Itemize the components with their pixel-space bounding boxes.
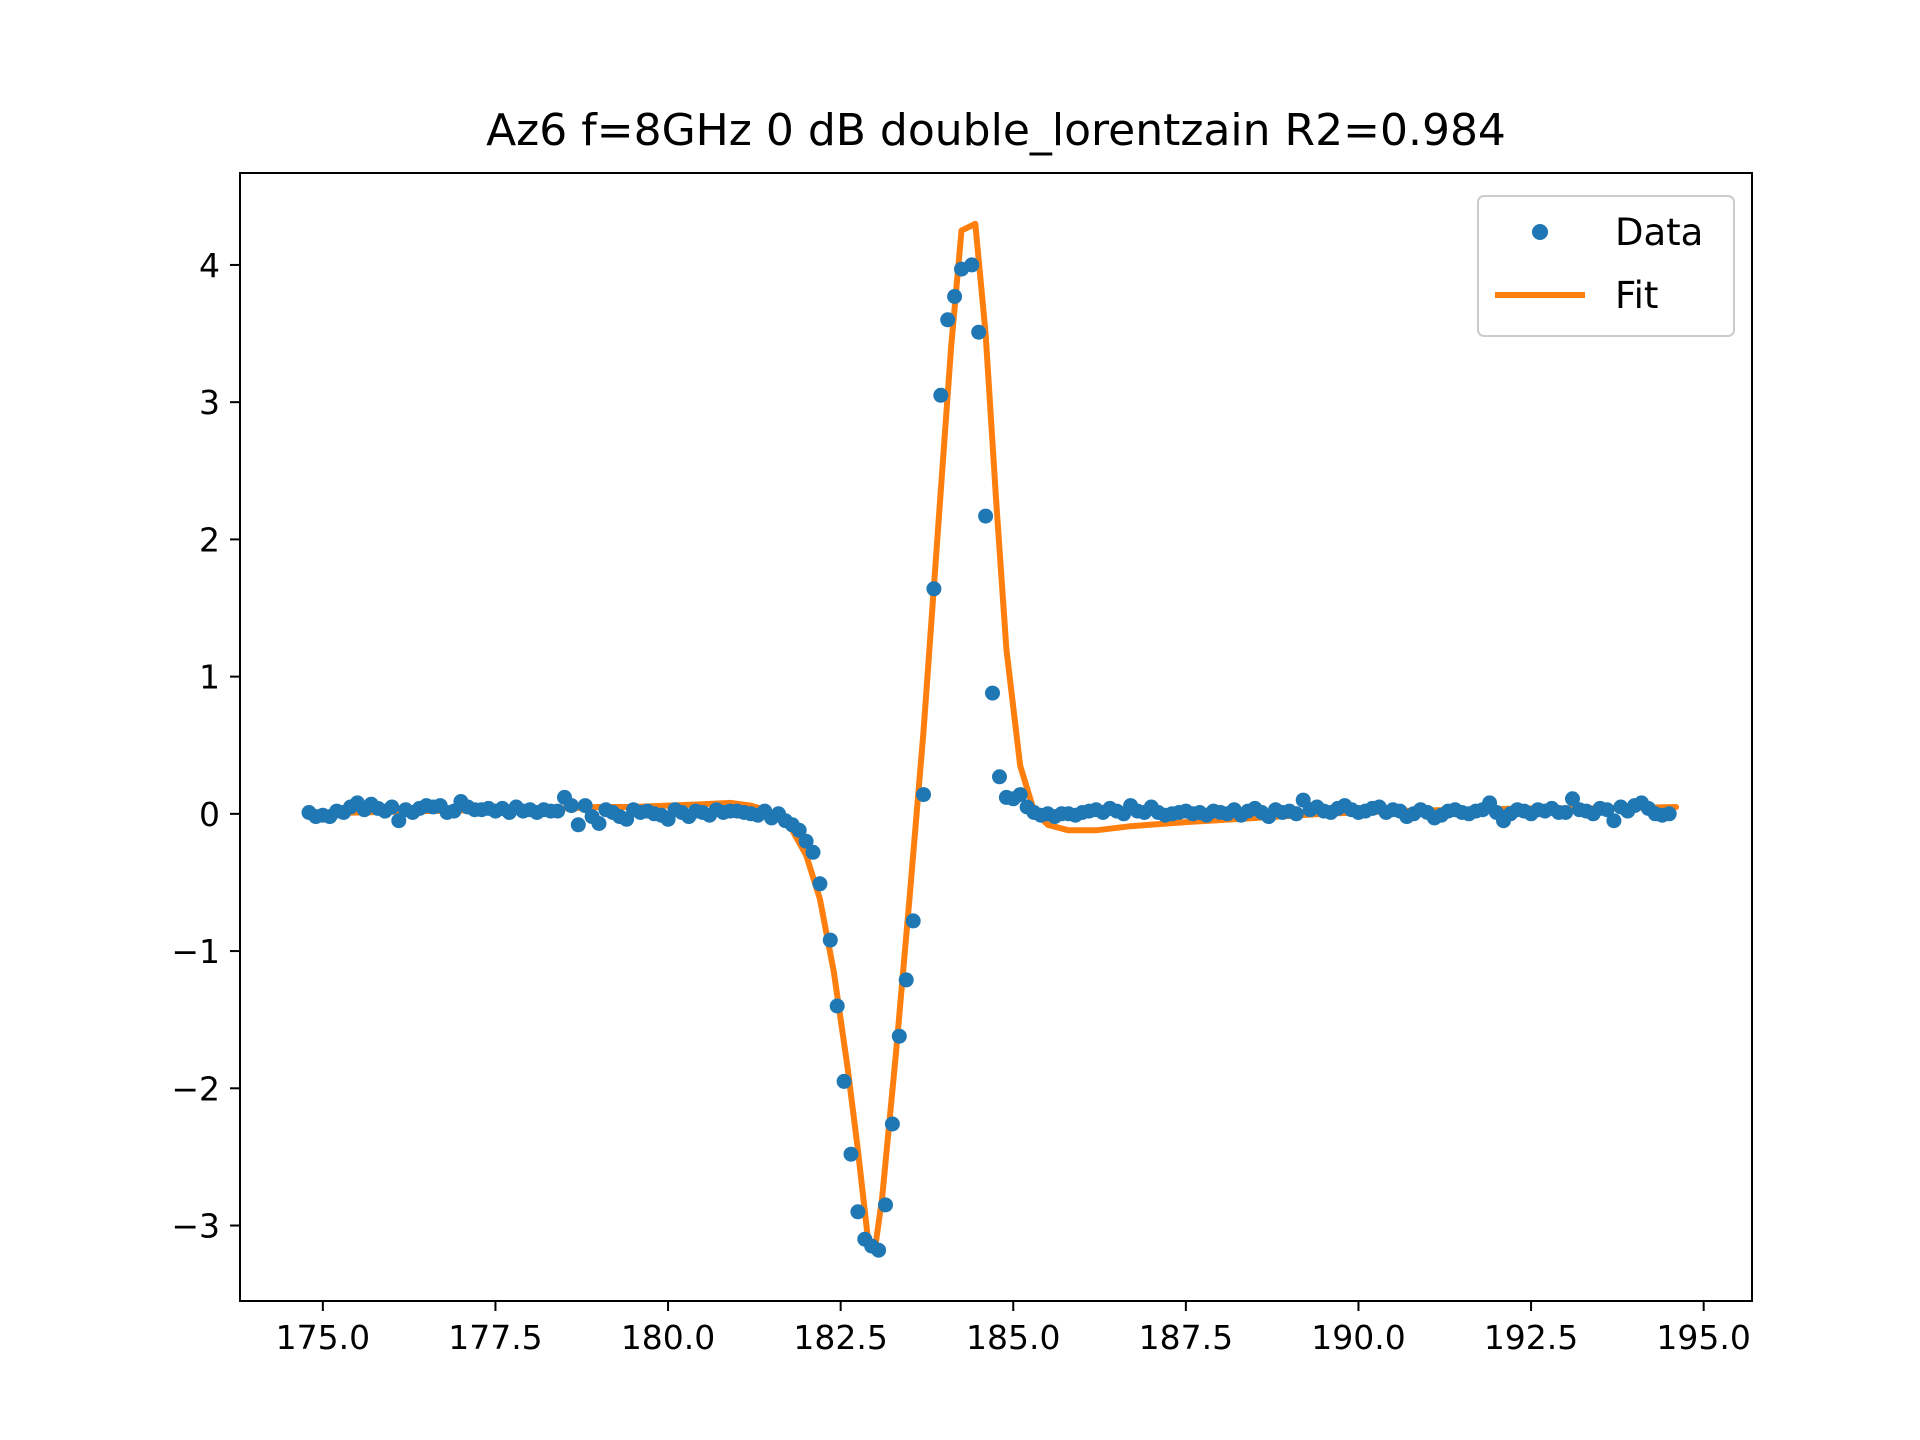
data-point [916,787,931,803]
data-point [905,913,921,929]
data-point [964,257,980,273]
data-point [812,876,828,892]
data-point [563,798,579,814]
data-point [891,1028,907,1044]
data-point [391,813,407,829]
legend-fit-label: Fit [1615,274,1658,317]
x-tick-label: 190.0 [1311,1318,1405,1357]
data-point [978,508,994,524]
data-point [791,822,807,838]
data-point [871,1242,887,1258]
data-point [992,769,1007,785]
data-point [1599,802,1615,818]
data-point [570,817,586,833]
y-tick-label: −3 [171,1207,220,1246]
data-point [898,972,914,988]
data-point [940,312,956,328]
data-point [805,844,821,860]
data-point [850,1204,866,1220]
data-point [985,685,1000,701]
legend-data-marker [1532,224,1548,240]
y-tick-label: 2 [199,520,220,559]
x-tick-label: 187.5 [1139,1318,1233,1357]
data-point [822,932,838,948]
x-tick-label: 177.5 [448,1318,542,1357]
data-point [1606,813,1622,829]
x-tick-label: 195.0 [1656,1318,1750,1357]
data-point [1012,787,1028,803]
data-point [829,998,845,1014]
data-point [798,833,814,849]
data-point [926,581,942,597]
data-point [878,1197,893,1213]
x-tick-label: 185.0 [966,1318,1060,1357]
chart-title: Az6 f=8GHz 0 dB double_lorentzain R2=0.9… [486,105,1506,156]
data-point [1558,805,1574,820]
plot-frame [239,172,1753,1302]
legend-data-label: Data [1615,211,1703,254]
data-point [591,816,607,831]
data-point [947,289,963,304]
data-point [933,387,949,403]
y-tick-label: 4 [199,246,220,285]
y-tick-label: −1 [171,932,220,971]
data-point [577,798,593,814]
data-point [1565,791,1580,807]
data-point [384,799,400,815]
x-tick-label: 175.0 [276,1318,370,1357]
y-tick-label: 0 [199,795,220,834]
data-point [1288,806,1304,822]
x-tick-label: 182.5 [793,1318,887,1357]
data-point [884,1116,900,1132]
y-tick-label: −2 [171,1069,220,1108]
data-point [550,803,566,819]
x-tick-label: 192.5 [1484,1318,1578,1357]
axis-ticks: 175.0 177.5 180.0 182.5 185.0 187.5 190.0 192.5… [171,246,1751,1357]
data-point [843,1146,859,1162]
legend: Data Fit [1477,195,1735,337]
data-point [971,324,987,340]
data-point [836,1073,852,1089]
data-point [1661,806,1677,822]
x-tick-label: 180.0 [621,1318,715,1357]
data-series [301,257,1677,1258]
y-tick-label: 3 [199,383,220,422]
y-tick-label: 1 [199,658,220,697]
